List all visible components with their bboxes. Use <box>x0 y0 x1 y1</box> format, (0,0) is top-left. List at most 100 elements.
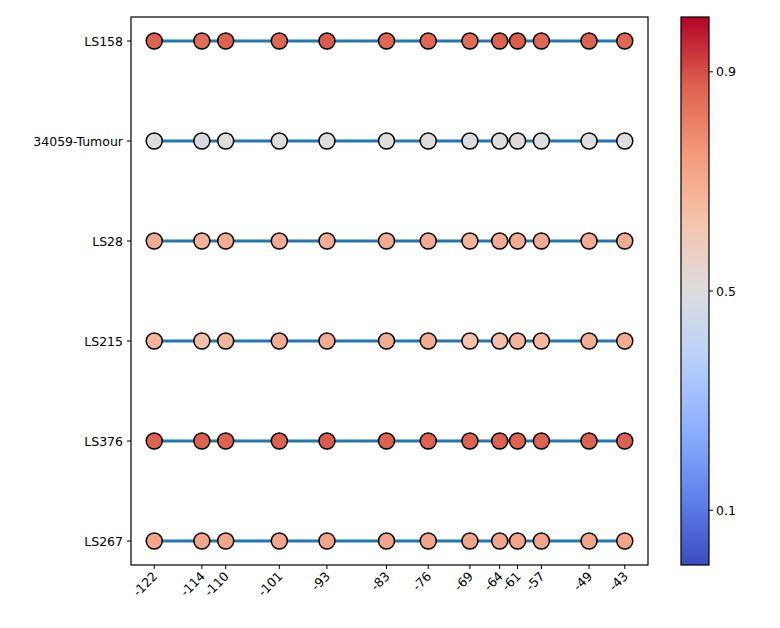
dot <box>462 33 478 49</box>
x-tick <box>386 565 387 569</box>
dot <box>194 233 210 249</box>
dot <box>533 133 549 149</box>
dot <box>420 233 436 249</box>
y-tick-label: LS158 <box>84 34 123 49</box>
dot <box>420 133 436 149</box>
dot <box>617 433 633 449</box>
chart: LS15834059-TumourLS28LS215LS376LS267-122… <box>0 0 780 628</box>
dot <box>271 433 287 449</box>
dot <box>319 533 335 549</box>
y-tick <box>127 441 131 442</box>
x-tick-label: -83 <box>368 569 393 594</box>
dot <box>533 33 549 49</box>
dot <box>617 533 633 549</box>
x-tick <box>428 565 429 569</box>
x-tick-label: -61 <box>499 569 524 594</box>
y-tick-label: LS28 <box>92 234 123 249</box>
dot <box>379 433 395 449</box>
dot <box>319 133 335 149</box>
dot <box>510 333 526 349</box>
colorbar-tick-label: 0.9 <box>716 64 736 79</box>
dot <box>146 533 162 549</box>
dot <box>533 433 549 449</box>
dot <box>319 33 335 49</box>
dot <box>271 333 287 349</box>
dot <box>146 333 162 349</box>
dot <box>420 333 436 349</box>
x-tick <box>326 565 327 569</box>
dot <box>194 333 210 349</box>
dot <box>218 133 234 149</box>
x-tick <box>279 565 280 569</box>
y-tick <box>127 241 131 242</box>
dot <box>218 33 234 49</box>
dot <box>462 333 478 349</box>
dot <box>492 333 508 349</box>
dot <box>510 133 526 149</box>
dot <box>581 333 597 349</box>
dot <box>617 333 633 349</box>
dot <box>146 33 162 49</box>
plot-area <box>146 33 633 549</box>
dot <box>492 33 508 49</box>
dot <box>271 533 287 549</box>
dot <box>617 133 633 149</box>
dot <box>194 433 210 449</box>
y-tick <box>127 541 131 542</box>
colorbar-tick-label: 0.1 <box>716 503 736 518</box>
x-tick <box>225 565 226 569</box>
dot <box>271 33 287 49</box>
dot <box>379 33 395 49</box>
x-tick <box>154 565 155 569</box>
x-tick-label: -49 <box>570 568 595 593</box>
dot <box>533 233 549 249</box>
dot <box>492 533 508 549</box>
x-tick-label: -122 <box>130 569 161 600</box>
y-tick-label: 34059-Tumour <box>33 134 124 149</box>
dot <box>146 233 162 249</box>
dot <box>581 33 597 49</box>
x-tick-label: -43 <box>606 569 631 594</box>
x-tick <box>541 565 542 569</box>
dot <box>218 433 234 449</box>
dot <box>492 433 508 449</box>
dot <box>581 433 597 449</box>
colorbar-tick <box>709 510 713 511</box>
x-tick-label: -76 <box>409 568 434 593</box>
colorbar-tick-label: 0.5 <box>716 284 736 299</box>
colorbar-tick <box>709 291 713 292</box>
dot <box>146 133 162 149</box>
y-tick-label: LS376 <box>84 434 123 449</box>
y-tick <box>127 41 131 42</box>
y-tick-label: LS267 <box>84 534 123 549</box>
dot <box>218 533 234 549</box>
x-tick <box>517 565 518 569</box>
dot <box>533 533 549 549</box>
x-tick-label: -110 <box>201 568 232 599</box>
x-tick-label: -69 <box>451 568 476 593</box>
dot <box>533 333 549 349</box>
dot <box>194 133 210 149</box>
dot <box>510 433 526 449</box>
dot <box>319 333 335 349</box>
dot <box>510 533 526 549</box>
dot <box>271 133 287 149</box>
y-tick <box>127 141 131 142</box>
x-tick-label: -57 <box>522 569 547 594</box>
x-tick-label: -114 <box>177 568 208 599</box>
dot <box>319 233 335 249</box>
dot <box>462 233 478 249</box>
dot <box>379 233 395 249</box>
x-tick <box>201 565 202 569</box>
colorbar-tick <box>709 71 713 72</box>
dot <box>194 33 210 49</box>
x-tick-label: -101 <box>255 569 286 600</box>
x-tick-label: -93 <box>308 569 333 594</box>
x-tick <box>499 565 500 569</box>
dot <box>462 133 478 149</box>
dot <box>420 533 436 549</box>
dot <box>581 133 597 149</box>
dot <box>271 233 287 249</box>
dot <box>492 133 508 149</box>
y-tick <box>127 341 131 342</box>
